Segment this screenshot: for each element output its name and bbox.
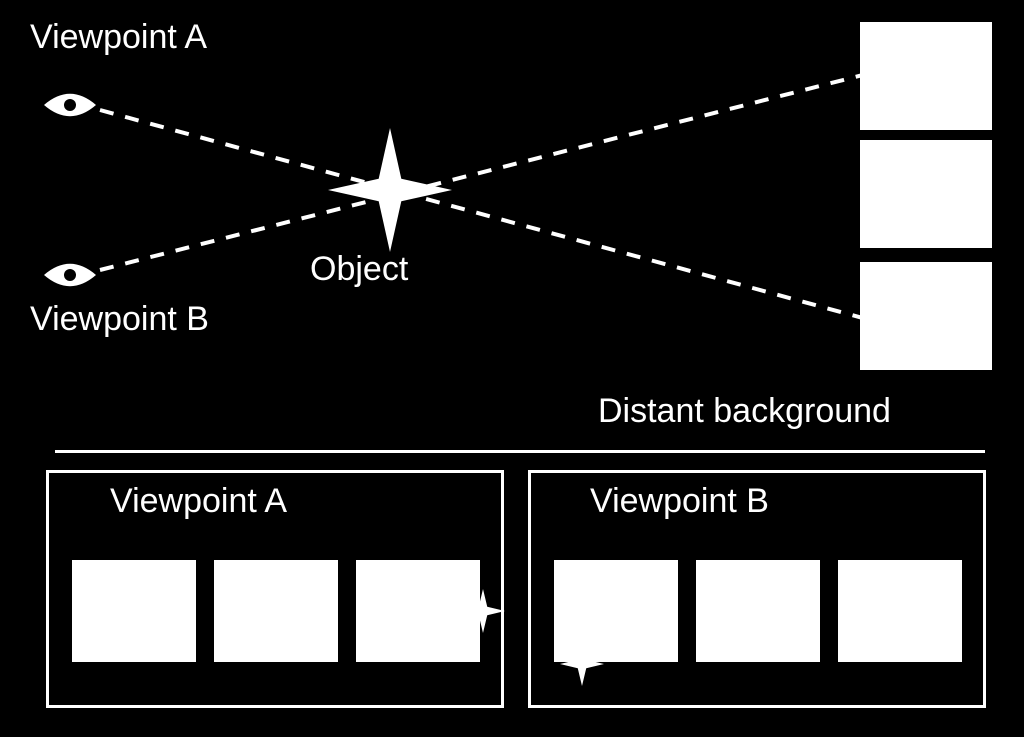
object-star-icon — [328, 128, 452, 252]
panel-a-rect-1 — [72, 560, 196, 662]
sight-line-b — [100, 45, 980, 270]
panel-a-title: Viewpoint A — [110, 482, 287, 521]
label-viewpoint-a: Viewpoint A — [30, 18, 207, 57]
eye-b-icon — [40, 257, 100, 293]
eye-a-icon — [40, 87, 100, 123]
panel-b-rect-3 — [838, 560, 962, 662]
bg-rect-3 — [860, 262, 992, 370]
panel-b-star-icon — [560, 642, 604, 686]
panel-b-title: Viewpoint B — [590, 482, 769, 521]
panel-a-star-icon — [461, 589, 505, 633]
panel-a-rect-2 — [214, 560, 338, 662]
bg-rect-2 — [860, 140, 992, 248]
panel-b-rect-2 — [696, 560, 820, 662]
bg-rect-1 — [860, 22, 992, 130]
divider-line — [55, 450, 985, 453]
label-object: Object — [310, 250, 408, 289]
sight-line-a — [100, 110, 980, 350]
label-distant-background: Distant background — [598, 392, 891, 431]
label-viewpoint-b: Viewpoint B — [30, 300, 209, 339]
